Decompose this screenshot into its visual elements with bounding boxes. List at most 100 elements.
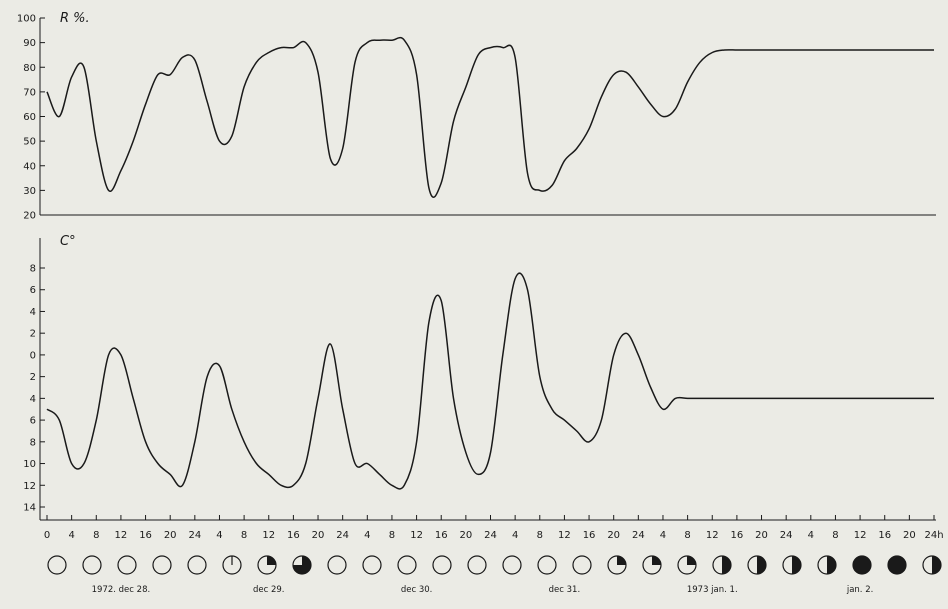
- temperature-tick-label: 2: [30, 329, 36, 340]
- humidity-tick-label: 100: [17, 14, 36, 25]
- time-tick-label: 16: [139, 530, 152, 541]
- moon-phase-icon: [747, 555, 767, 575]
- time-tick-label: 24: [780, 530, 793, 541]
- moon-phase-icon: [432, 555, 452, 575]
- temperature-tick-label: 2: [30, 372, 36, 383]
- temperature-y-ticks: 8 6 4 2 0 2 4 6 8 10 12 14: [23, 264, 45, 514]
- humidity-axis-label: R %.: [60, 11, 90, 26]
- date-label: 1973 jan. 1.: [687, 585, 738, 595]
- humidity-tick-label: 90: [23, 38, 36, 49]
- time-tick-label: 24: [336, 530, 349, 541]
- moon-phase-icon: [502, 555, 522, 575]
- moon-phase-icon: [712, 555, 732, 575]
- time-tick-label: 4: [660, 530, 666, 541]
- time-tick-label: 20: [607, 530, 620, 541]
- temperature-tick-label: 8: [30, 437, 36, 448]
- date-label: 1972. dec 28.: [92, 585, 151, 595]
- moon-phase-icon: [677, 555, 697, 575]
- time-tick-label: 4: [216, 530, 222, 541]
- time-tick-label: 24: [188, 530, 201, 541]
- moon-phase-row: [47, 555, 942, 575]
- humidity-tick-label: 30: [23, 186, 36, 197]
- moon-phase-icon: [362, 555, 382, 575]
- temperature-tick-label: 12: [23, 481, 36, 492]
- moon-phase-icon: [572, 555, 592, 575]
- time-tick-label: 12: [558, 530, 571, 541]
- time-tick-label: 24: [484, 530, 497, 541]
- humidity-tick-label: 40: [23, 161, 36, 172]
- moon-phase-icon: [292, 555, 312, 575]
- date-labels: 1972. dec 28. dec 29. dec 30. dec 31. 1973 j…: [92, 585, 874, 595]
- moon-phase-icon: [397, 555, 417, 575]
- time-tick-label: 20: [164, 530, 177, 541]
- humidity-tick-label: 70: [23, 87, 36, 98]
- moon-phase-icon: [817, 555, 837, 575]
- time-tick-label: 16: [878, 530, 891, 541]
- humidity-panel: R %. 100 90 80 70 60 50 40 30 20: [17, 11, 936, 222]
- time-tick-label: 8: [537, 530, 543, 541]
- moon-phase-icon: [852, 555, 872, 575]
- temperature-tick-label: 10: [23, 459, 36, 470]
- moon-phase-icon: [222, 555, 242, 575]
- moon-phase-icon: [537, 555, 557, 575]
- humidity-tick-label: 60: [23, 112, 36, 123]
- temperature-curve: [46, 272, 934, 490]
- time-tick-label: 24h: [924, 530, 943, 541]
- date-label: dec 30.: [401, 585, 433, 595]
- time-tick-label: 8: [93, 530, 99, 541]
- moon-phase-icon: [82, 555, 102, 575]
- temperature-tick-label: 6: [30, 416, 36, 427]
- moon-phase-icon: [187, 555, 207, 575]
- moon-phase-icon: [607, 555, 627, 575]
- humidity-y-ticks: 100 90 80 70 60 50 40 30 20: [17, 14, 45, 222]
- time-tick-label: 8: [241, 530, 247, 541]
- time-tick-label: 0: [44, 530, 50, 541]
- moon-phase-icon: [47, 555, 67, 575]
- date-label: jan. 2.: [846, 585, 873, 595]
- temperature-tick-label: 14: [23, 503, 36, 514]
- time-tick-label: 20: [459, 530, 472, 541]
- time-tick-label: 16: [287, 530, 300, 541]
- time-tick-label: 12: [115, 530, 128, 541]
- temperature-tick-label: 4: [30, 307, 36, 318]
- time-tick-label: 8: [389, 530, 395, 541]
- time-tick-label: 12: [706, 530, 719, 541]
- time-tick-label: 16: [435, 530, 448, 541]
- time-tick-label: 16: [731, 530, 744, 541]
- time-tick-label: 20: [903, 530, 916, 541]
- temperature-tick-label: 0: [30, 350, 36, 361]
- moon-phase-icon: [257, 555, 277, 575]
- date-label: dec 31.: [549, 585, 581, 595]
- time-tick-label: 4: [68, 530, 74, 541]
- moon-phase-icon: [117, 555, 137, 575]
- moon-phase-icon: [327, 555, 347, 575]
- time-tick-label: 20: [755, 530, 768, 541]
- time-tick-label: 4: [364, 530, 370, 541]
- moon-phase-icon: [922, 555, 942, 575]
- humidity-tick-label: 50: [23, 137, 36, 148]
- moon-phase-icon: [152, 555, 172, 575]
- humidity-tick-label: 20: [23, 211, 36, 222]
- moon-phase-icon: [782, 555, 802, 575]
- time-x-ticks: 0 4 8 12 16 20 24 4 8 12 16 20 24 4 8 12 16 20 24 4 8 12 16 20 2…: [44, 515, 944, 541]
- humidity-curve: [46, 36, 934, 198]
- temperature-tick-label: 6: [30, 285, 36, 296]
- humidity-tick-label: 80: [23, 63, 36, 74]
- date-label: dec 29.: [253, 585, 285, 595]
- time-tick-label: 8: [684, 530, 690, 541]
- moon-phase-icon: [642, 555, 662, 575]
- temperature-tick-label: 4: [30, 394, 36, 405]
- time-tick-label: 8: [832, 530, 838, 541]
- time-tick-label: 12: [262, 530, 275, 541]
- time-tick-label: 20: [312, 530, 325, 541]
- moon-phase-icon: [467, 555, 487, 575]
- time-tick-label: 12: [854, 530, 867, 541]
- time-tick-label: 12: [410, 530, 423, 541]
- moon-phase-icon: [887, 555, 907, 575]
- temperature-axis-label: C°: [60, 234, 76, 249]
- temperature-tick-label: 8: [30, 264, 36, 275]
- time-tick-label: 4: [512, 530, 518, 541]
- time-tick-label: 16: [583, 530, 596, 541]
